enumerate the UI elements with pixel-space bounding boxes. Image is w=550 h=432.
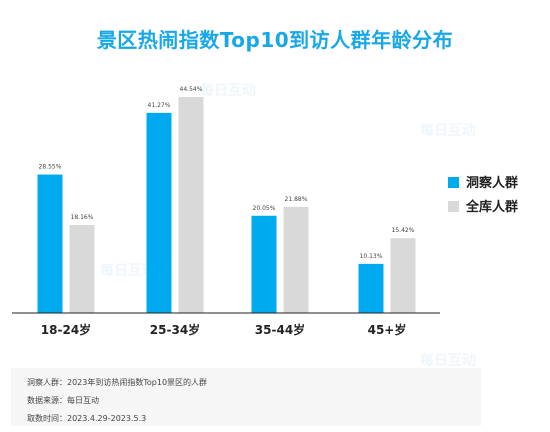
legend-label: 洞察人群: [466, 175, 518, 191]
x-tick-label: 35-44岁: [255, 322, 305, 337]
legend-label: 全库人群: [465, 199, 518, 215]
bar-value-label: 20.05%: [253, 205, 276, 212]
bar-all-1: [178, 97, 204, 313]
bar-value-label: 28.55%: [39, 164, 62, 171]
bar-insight-0: [37, 174, 63, 313]
watermark: 每日互动: [420, 353, 476, 369]
bar-all-3: [390, 238, 416, 313]
x-tick-label: 45+岁: [368, 322, 407, 337]
bar-insight-2: [251, 215, 277, 313]
watermark: 每日互动: [100, 263, 156, 279]
x-tick-label: 18-24岁: [41, 322, 91, 337]
bar-labels-group: 28.55% 18.16% 41.27% 44.54% 20.05% 21.88% 10.1…: [39, 86, 415, 260]
legend-swatch: [448, 177, 459, 188]
footer-date-note: 取数时间：2023.4.29-2023.5.3: [27, 414, 147, 423]
footer-audience-note: 洞察人群：2023年到访热闹指数Top10景区的人群: [27, 378, 208, 387]
bar-value-label: 21.88%: [285, 196, 308, 203]
bar-value-label: 41.27%: [148, 102, 171, 109]
x-tick-labels-group: 18-24岁 25-34岁 35-44岁 45+岁: [41, 322, 407, 337]
footer-notes: 洞察人群：2023年到访热闹指数Top10景区的人群 数据来源：每日互动 取数时…: [11, 368, 481, 426]
watermark: 每日互动: [200, 83, 256, 99]
bar-value-label: 10.13%: [360, 253, 383, 260]
watermark: 每日互动: [420, 123, 476, 139]
bar-all-0: [69, 224, 95, 313]
bar-insight-3: [358, 263, 384, 313]
x-tick-label: 25-34岁: [150, 322, 200, 337]
bar-value-label: 44.54%: [180, 86, 203, 93]
chart-title: 景区热闹指数Top10到访人群年龄分布: [96, 28, 454, 52]
legend-swatch: [448, 201, 459, 212]
footer-source-note: 数据来源：每日互动: [27, 396, 99, 405]
bar-insight-1: [146, 112, 172, 313]
bars-group: [37, 97, 416, 313]
bar-value-label: 15.42%: [392, 227, 415, 234]
bar-value-label: 18.16%: [71, 214, 94, 221]
bar-all-2: [283, 206, 309, 313]
